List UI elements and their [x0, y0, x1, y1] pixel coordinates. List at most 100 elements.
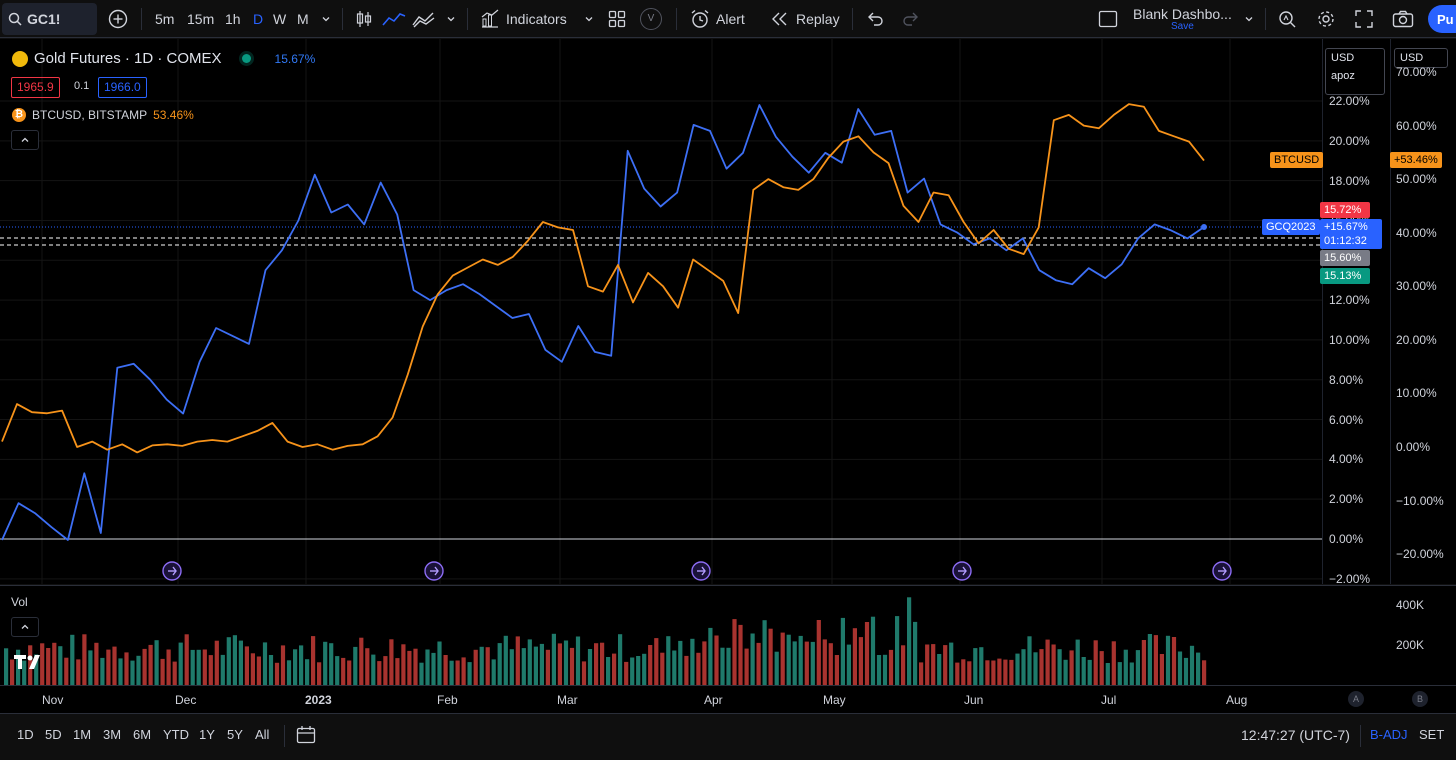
volume-bar — [262, 642, 268, 685]
volume-bar — [238, 640, 243, 685]
back-adjustment-toggle[interactable]: B-ADJ — [1370, 727, 1408, 742]
volume-bar — [919, 662, 924, 685]
indicator-style-button[interactable] — [412, 0, 436, 38]
volume-bar — [678, 640, 683, 685]
timeframe-dropdown[interactable] — [321, 0, 331, 38]
event-arrow-icon[interactable] — [691, 561, 711, 581]
volume-bar — [961, 659, 966, 685]
timeframe-m[interactable]: M — [297, 11, 309, 27]
redo-button[interactable] — [902, 0, 920, 38]
symbol-search-button[interactable]: GC1! — [2, 3, 97, 35]
timeframe-d[interactable]: D — [253, 11, 264, 27]
btc-price-tag: +53.46% — [1390, 152, 1442, 168]
undo-button[interactable] — [866, 0, 884, 38]
range-6m[interactable]: 6M — [133, 727, 152, 742]
range-3m[interactable]: 3M — [103, 727, 122, 742]
event-arrow-icon[interactable] — [1212, 561, 1232, 581]
bar-countdown: 01:12:32 — [1324, 235, 1367, 247]
main-legend: Gold Futures · 1D · COMEX 15.67% — [12, 50, 315, 67]
candles-style-button[interactable] — [354, 0, 374, 38]
volume-bar — [1087, 659, 1092, 685]
bitcoin-icon: ₿ — [12, 108, 26, 122]
event-arrow-icon[interactable] — [162, 561, 182, 581]
quick-search-button[interactable] — [1277, 0, 1297, 38]
volume-bar — [750, 633, 755, 685]
date-range-button[interactable] — [296, 725, 316, 750]
indicators-dropdown[interactable] — [584, 0, 594, 38]
right-axis-label: 70.00% — [1396, 65, 1437, 79]
volume-bar — [425, 649, 430, 685]
chart-pane[interactable]: Gold Futures · 1D · COMEX 15.67% 1965.9 … — [0, 39, 1456, 586]
volume-bar — [1129, 662, 1134, 685]
volume-bar — [1135, 650, 1140, 685]
gold-series-line — [1, 104, 1205, 541]
volume-pane[interactable]: Vol 400K 200K — [0, 585, 1456, 685]
auto-scale-badge[interactable]: A — [1348, 691, 1364, 707]
timeframe-1h[interactable]: 1h — [225, 11, 241, 27]
b-scale-badge[interactable]: B — [1412, 691, 1428, 707]
range-1d[interactable]: 1D — [17, 727, 34, 742]
volume-bar — [618, 634, 623, 685]
buy-price-button[interactable]: 1966.0 — [98, 77, 147, 98]
chart-style-dropdown[interactable] — [446, 0, 456, 38]
main-chart-canvas[interactable] — [0, 39, 1456, 584]
volume-bar — [64, 657, 69, 685]
volume-bar — [1147, 634, 1152, 685]
indicators-button[interactable]: Indicators — [480, 0, 567, 38]
fullscreen-button[interactable] — [1355, 0, 1373, 38]
layout-square-icon — [1098, 10, 1118, 28]
event-arrow-icon[interactable] — [424, 561, 444, 581]
timeframe-15m[interactable]: 15m — [187, 11, 215, 27]
layout-dropdown[interactable] — [1244, 0, 1254, 38]
range-1y[interactable]: 1Y — [199, 727, 215, 742]
range-1m[interactable]: 1M — [73, 727, 92, 742]
volume-bar — [256, 656, 261, 685]
sell-price-button[interactable]: 1965.9 — [11, 77, 60, 98]
bottom-toolbar: 1D 5D 1M 3M 6M YTD 1Y 5Y All 12:47:27 (U… — [0, 713, 1456, 760]
tradingview-logo[interactable] — [13, 653, 47, 671]
volume-bar — [1117, 662, 1122, 685]
publish-button[interactable]: Pu — [1428, 5, 1456, 33]
snapshot-button[interactable] — [1392, 0, 1414, 38]
session-toggle[interactable]: SET — [1419, 727, 1445, 742]
legend-collapse-button[interactable] — [11, 130, 39, 150]
event-arrow-icon[interactable] — [952, 561, 972, 581]
templates-button[interactable] — [608, 0, 626, 38]
time-label-jun: Jun — [964, 693, 984, 707]
compare-legend: ₿ BTCUSD, BITSTAMP 53.46% — [12, 108, 194, 122]
volume-canvas[interactable] — [0, 585, 1456, 685]
range-5d[interactable]: 5D — [45, 727, 62, 742]
timeframe-5m[interactable]: 5m — [155, 11, 175, 27]
gear-icon — [1318, 11, 1334, 27]
volume-bar — [1141, 640, 1146, 685]
volume-bar — [907, 597, 912, 685]
range-ytd[interactable]: YTD — [163, 727, 189, 742]
clock-timezone[interactable]: 12:47:27 (UTC-7) — [1241, 727, 1350, 743]
time-axis[interactable]: Nov Dec 2023 Feb Mar Apr May Jun Jul Aug… — [0, 685, 1456, 713]
volume-collapse-button[interactable] — [11, 617, 39, 637]
volume-bar — [449, 660, 454, 685]
volume-bar — [762, 620, 767, 685]
volume-bar — [792, 641, 797, 685]
range-5y[interactable]: 5Y — [227, 727, 243, 742]
volume-bar — [648, 645, 653, 685]
layout-name-block[interactable]: Blank Dashbo... Save — [1133, 0, 1232, 38]
left-scale-currency-menu[interactable]: USD apoz — [1325, 48, 1385, 95]
calendar-icon — [296, 726, 316, 744]
undo-icon — [868, 12, 883, 26]
line-style-button[interactable] — [382, 0, 406, 38]
layout-button[interactable] — [1098, 0, 1118, 38]
settings-button[interactable] — [1316, 0, 1336, 38]
replay-button[interactable]: Replay — [770, 0, 840, 38]
templates-badge[interactable]: V — [640, 0, 662, 38]
volume-axis-200k: 200K — [1396, 638, 1425, 652]
timeframe-w[interactable]: W — [273, 11, 287, 27]
volume-bar — [431, 652, 436, 685]
time-label-nov: Nov — [42, 693, 64, 707]
right-scale-currency-menu[interactable]: USD — [1394, 48, 1448, 68]
compare-add-button[interactable] — [108, 0, 128, 38]
alert-button[interactable]: Alert — [690, 0, 745, 38]
volume-bar — [834, 655, 839, 685]
range-all[interactable]: All — [255, 727, 270, 742]
time-label-2023: 2023 — [305, 693, 332, 707]
